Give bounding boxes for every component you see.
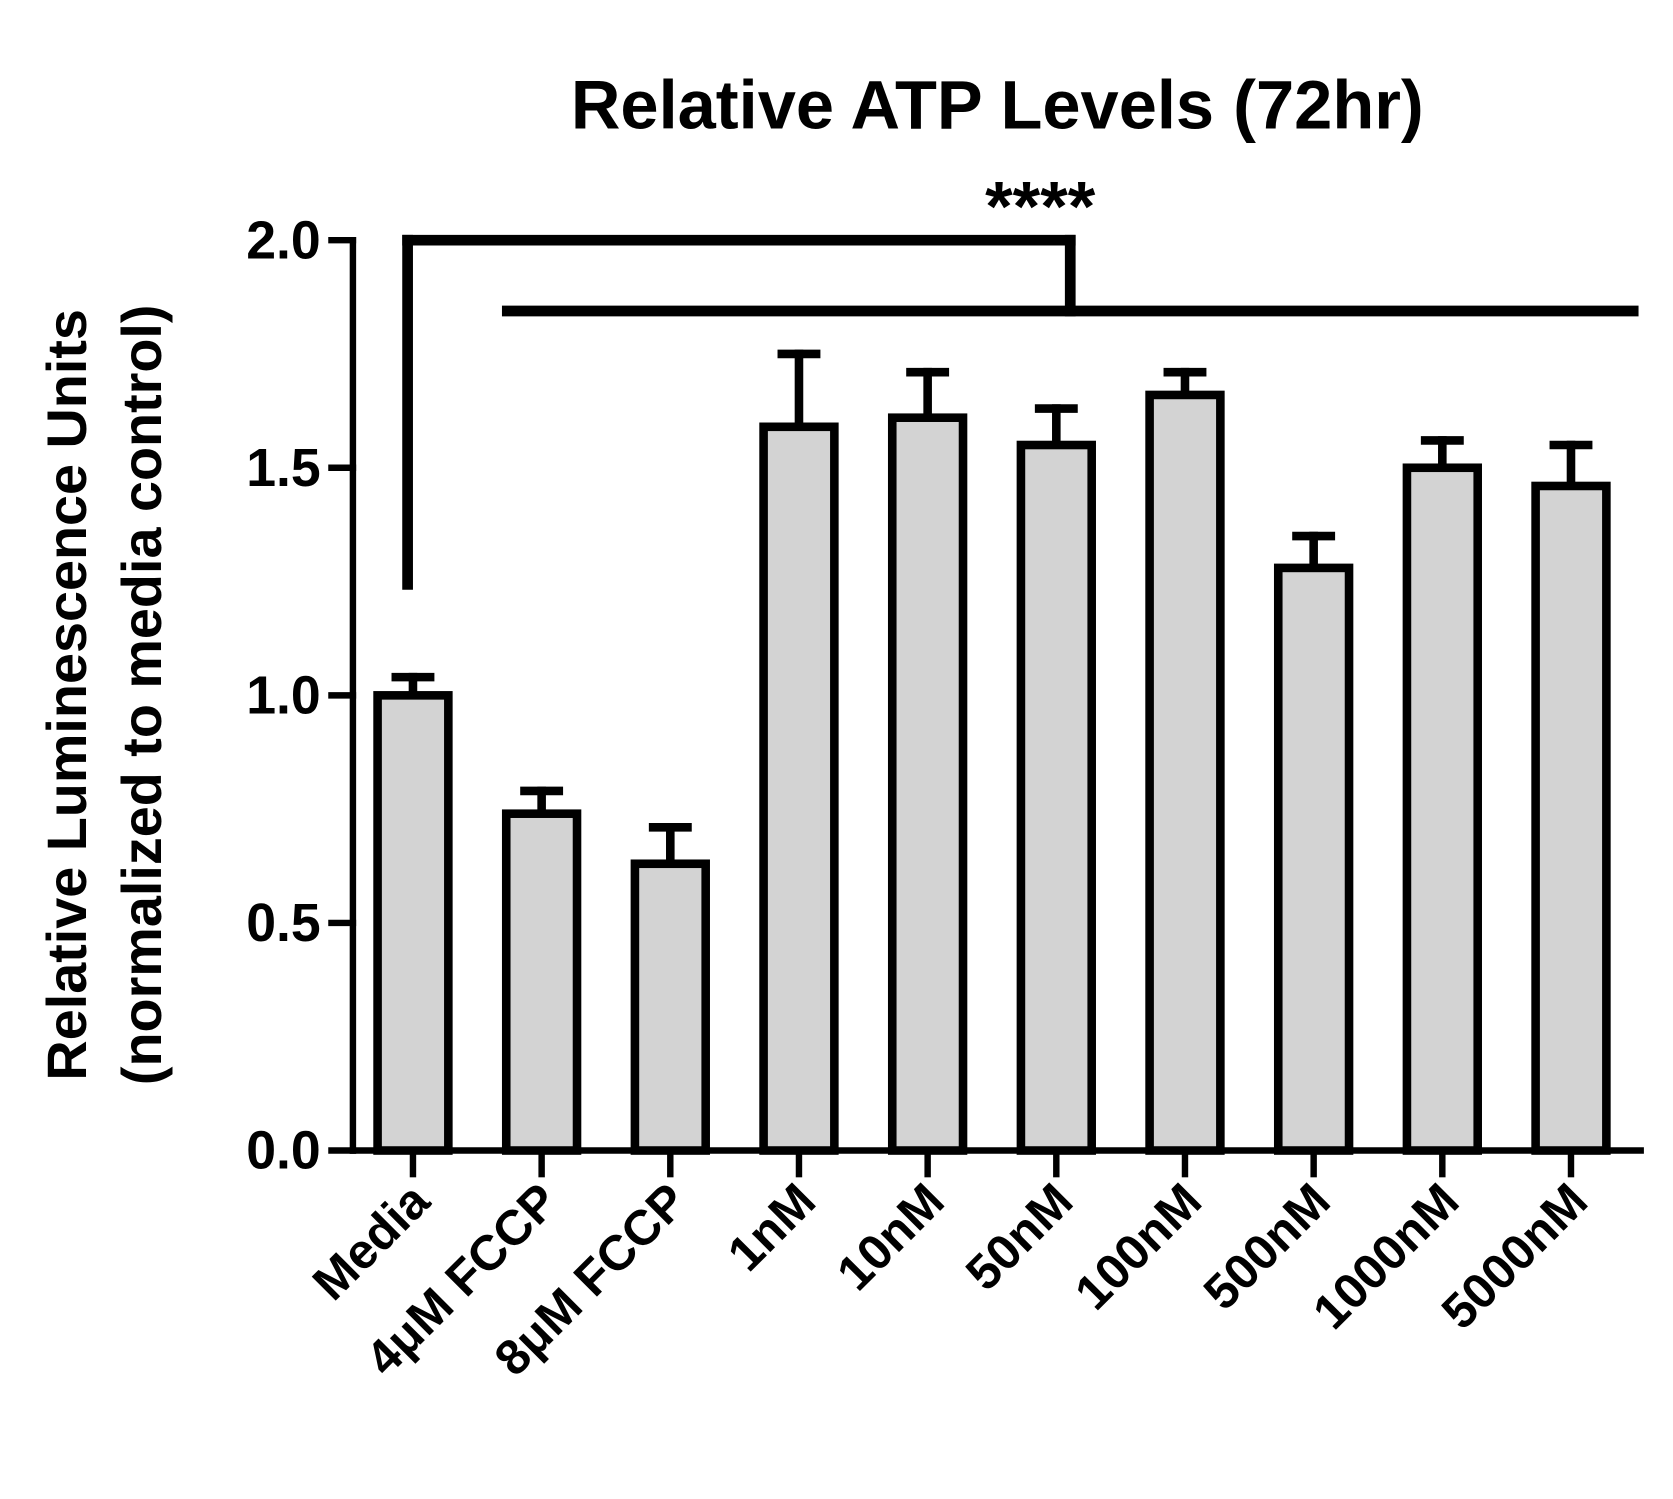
x-tick-label: 10nM bbox=[827, 1173, 955, 1301]
chart-title: Relative ATP Levels (72hr) bbox=[571, 67, 1424, 144]
bar bbox=[1402, 463, 1482, 1155]
y-axis-label-line2: (normalized to media control) bbox=[111, 305, 173, 1086]
significance-stars: **** bbox=[985, 167, 1096, 246]
y-axis-label-line1: Relative Luminescence Units bbox=[36, 309, 98, 1081]
y-tick-label: 0.5 bbox=[246, 893, 321, 953]
x-tick-label: 5000nM bbox=[1431, 1173, 1598, 1340]
y-tick-label: 1.5 bbox=[246, 438, 321, 498]
bar bbox=[887, 413, 968, 1155]
x-tick-label: 1nM bbox=[717, 1173, 826, 1282]
bar bbox=[373, 691, 453, 1155]
bar bbox=[1016, 440, 1096, 1155]
bar bbox=[759, 422, 839, 1155]
bar bbox=[1145, 390, 1225, 1155]
y-tick-label: 2.0 bbox=[246, 210, 321, 270]
bar bbox=[501, 809, 582, 1155]
bar bbox=[1531, 481, 1611, 1155]
y-tick-label: 1.0 bbox=[246, 666, 321, 726]
x-tick-label: 100nM bbox=[1065, 1173, 1212, 1320]
bar bbox=[1273, 563, 1354, 1155]
bar bbox=[630, 859, 710, 1155]
y-tick-label: 0.0 bbox=[246, 1121, 321, 1181]
